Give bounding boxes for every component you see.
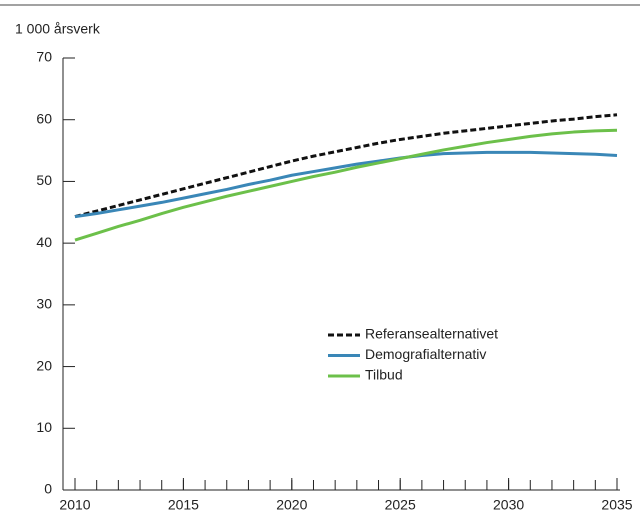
series-line <box>74 128 618 242</box>
series-line <box>74 150 618 219</box>
y-tick-label: 30 <box>36 296 52 312</box>
y-tick-label: 40 <box>36 234 52 250</box>
legend-label: Referansealternativet <box>365 326 498 342</box>
legend-label: Tilbud <box>365 367 403 383</box>
y-tick-label: 60 <box>36 110 52 126</box>
x-tick-label: 2010 <box>59 497 90 513</box>
x-tick-label: 2020 <box>276 497 307 513</box>
y-tick-label: 20 <box>36 357 52 373</box>
y-tick-label: 70 <box>36 49 52 65</box>
series-line <box>74 113 618 219</box>
y-tick-label: 0 <box>44 481 52 497</box>
y-tick-label: 10 <box>36 419 52 435</box>
x-tick-label: 2025 <box>385 497 416 513</box>
y-tick-label: 50 <box>36 172 52 188</box>
legend-label: Demografialternativ <box>365 346 486 362</box>
x-tick-label: 2015 <box>168 497 199 513</box>
x-tick-label: 2030 <box>493 497 524 513</box>
y-axis-label: 1 000 årsverk <box>15 21 101 37</box>
x-tick-label: 2035 <box>601 497 632 513</box>
